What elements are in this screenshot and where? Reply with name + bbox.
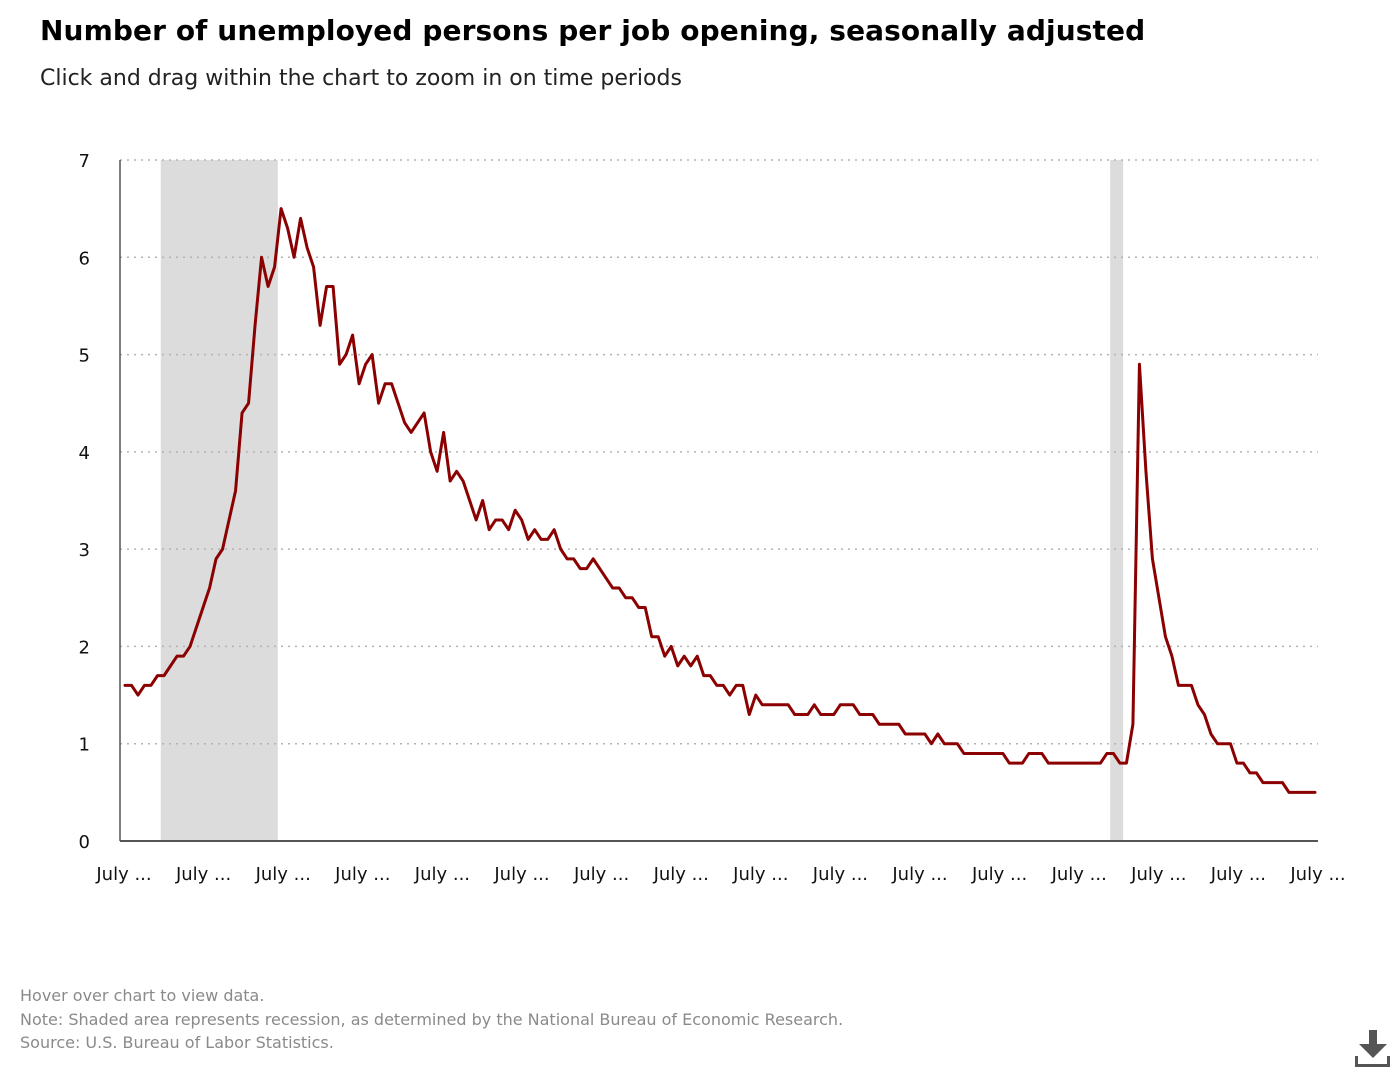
download-icon [1355, 1030, 1391, 1067]
y-axis-ticks: 0 1 2 3 4 5 6 7 [79, 151, 90, 853]
x-tick-label: July ... [573, 864, 629, 885]
y-tick-label: 3 [79, 540, 90, 561]
x-tick-label: July ... [1210, 864, 1266, 885]
x-tick-label: July ... [971, 864, 1027, 885]
y-tick-label: 2 [79, 637, 90, 658]
x-tick-label: July ... [1130, 864, 1186, 885]
y-tick-label: 1 [79, 735, 90, 756]
x-axis-ticks: July ... July ... July ... July ... July ...… [95, 864, 1345, 885]
x-tick-label: July ... [334, 864, 390, 885]
chart-subtitle: Click and drag within the chart to zoom … [40, 66, 682, 91]
x-tick-label: July ... [653, 864, 709, 885]
x-tick-label: July ... [414, 864, 470, 885]
x-tick-label: July ... [175, 864, 231, 885]
download-button[interactable] [1354, 1030, 1391, 1074]
chart-footer: Hover over chart to view data. Note: Sha… [20, 984, 843, 1055]
series-layer[interactable] [123, 207, 1317, 794]
x-tick-label: July ... [891, 864, 947, 885]
recession-shading-layer [160, 160, 1124, 841]
y-tick-label: 4 [79, 443, 90, 464]
y-tick-label: 5 [79, 346, 90, 367]
chart-title: Number of unemployed persons per job ope… [40, 14, 1146, 47]
y-tick-label: 6 [79, 248, 90, 269]
source-note: Source: U.S. Bureau of Labor Statistics. [20, 1033, 334, 1052]
x-tick-label: July ... [493, 864, 549, 885]
y-tick-label: 0 [79, 832, 90, 853]
x-tick-label: July ... [255, 864, 311, 885]
recession-band-1 [160, 160, 278, 841]
axes [119, 160, 1318, 842]
hover-note: Hover over chart to view data. [20, 986, 265, 1005]
x-tick-label: July ... [812, 864, 868, 885]
recession-band-2 [1110, 160, 1124, 841]
x-tick-label: July ... [1051, 864, 1107, 885]
x-tick-label: July ... [732, 864, 788, 885]
y-tick-label: 7 [79, 151, 90, 172]
x-tick-label: July ... [1289, 864, 1345, 885]
series-line-unemployed-per-opening[interactable] [123, 207, 1317, 794]
recession-note: Note: Shaded area represents recession, … [20, 1009, 844, 1029]
x-tick-label: July ... [95, 864, 151, 885]
